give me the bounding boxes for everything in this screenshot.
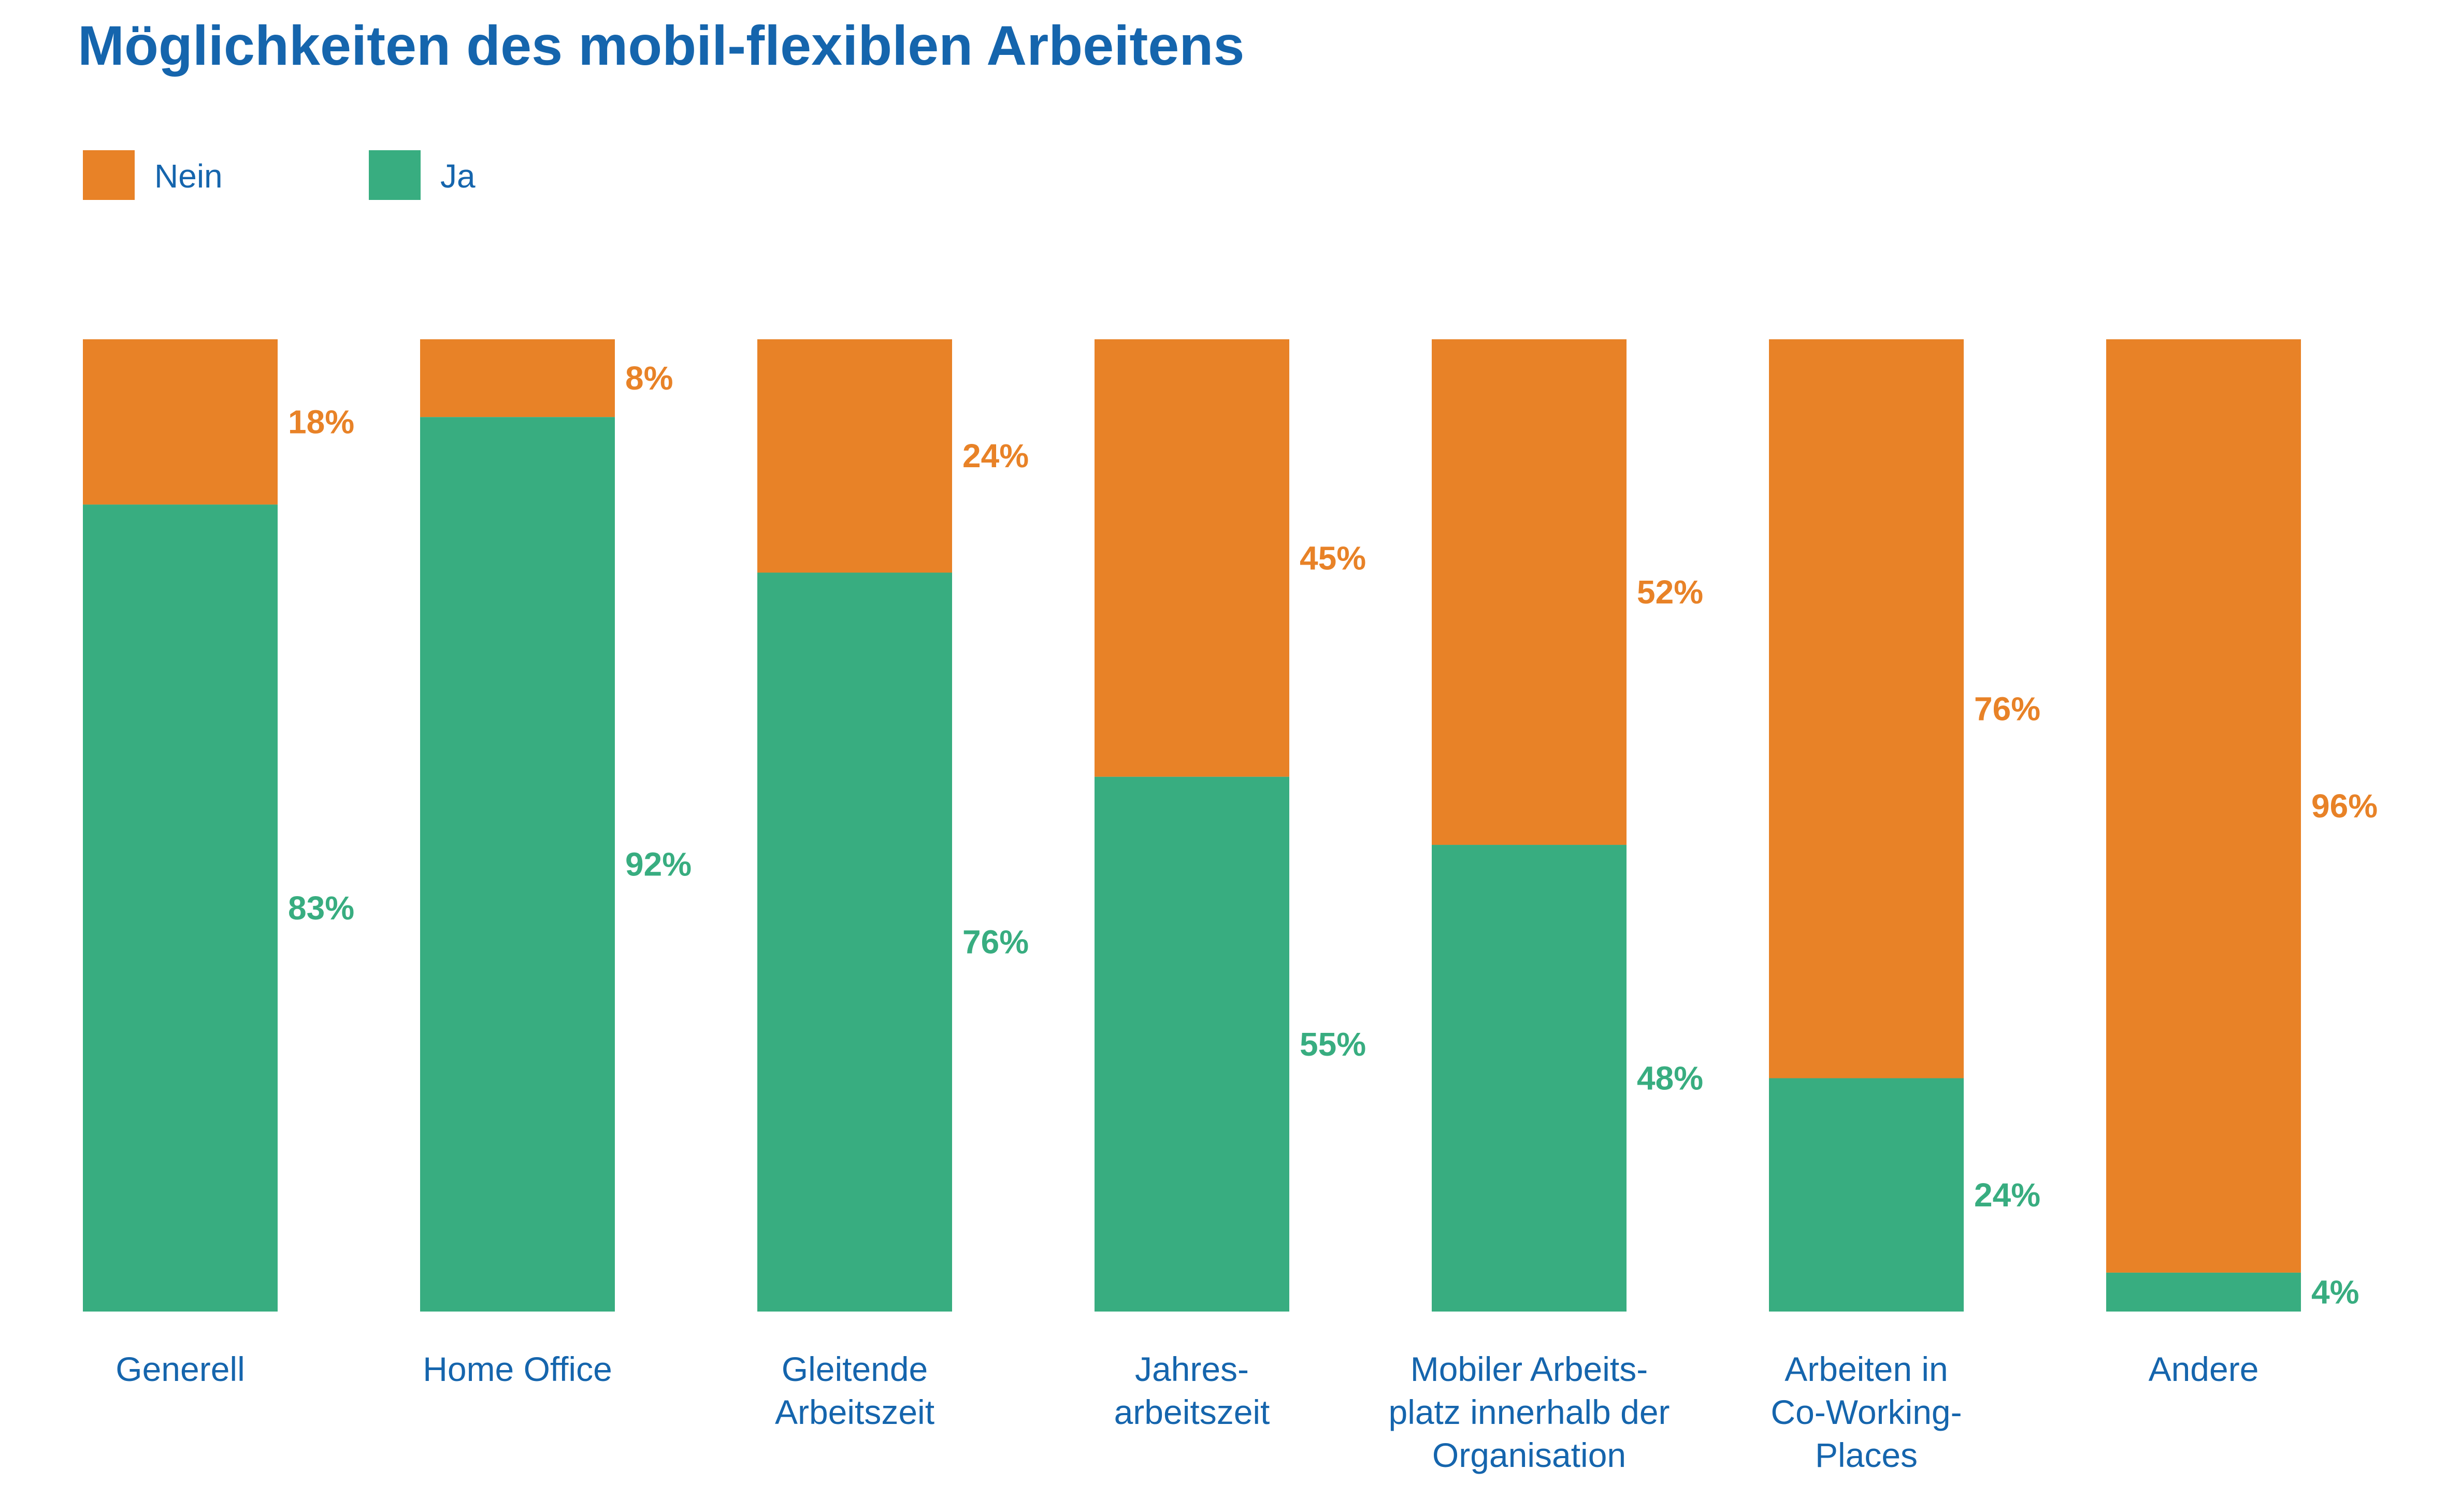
value-label-nein: 8% — [625, 359, 673, 397]
bar-nein — [83, 339, 278, 505]
value-label-nein: 24% — [962, 437, 1029, 474]
legend-label-ja: Ja — [440, 157, 476, 195]
bar-nein — [420, 339, 615, 417]
value-label-nein: 76% — [1974, 690, 2040, 727]
category-label: Generell — [116, 1350, 244, 1388]
bar-group-6: 76% 24% Arbeiten in Co-Working-Places — [1769, 339, 2040, 1474]
chart-title: Möglichkeiten des mobil-flexiblen Arbeit… — [78, 14, 1244, 77]
category-label: Home Office — [423, 1350, 612, 1388]
bar-ja — [2106, 1272, 2301, 1312]
value-label-ja: 55% — [1300, 1026, 1366, 1063]
value-label-nein: 52% — [1637, 573, 1703, 611]
bar-nein — [1769, 339, 1964, 1078]
legend-swatch-ja — [369, 150, 421, 200]
bar-group-1: 18% 83% Generell — [83, 339, 354, 1388]
bar-ja — [420, 417, 615, 1312]
value-label-ja: 76% — [962, 924, 1029, 961]
bar-group-3: 24% 76% Gleitende Arbeitszeit — [757, 339, 1029, 1431]
value-label-ja: 83% — [288, 889, 354, 927]
bar-group-7: 96% 4% Andere — [2106, 339, 2378, 1388]
bar-nein — [1432, 339, 1627, 845]
value-label-ja: 4% — [2311, 1273, 2359, 1311]
value-label-ja: 48% — [1637, 1060, 1703, 1097]
bar-nein — [1095, 339, 1289, 777]
value-label-nein: 45% — [1300, 539, 1366, 577]
bar-group-2: 8% 92% Home Office — [420, 339, 692, 1388]
bar-ja — [1769, 1078, 1964, 1312]
category-label: Arbeiten in Co-Working-Places — [1771, 1350, 1962, 1474]
bar-group-4: 45% 55% Jahres-arbeitszeit — [1095, 339, 1366, 1431]
category-label: Gleitende Arbeitszeit — [775, 1350, 934, 1431]
plot-area: 18% 83% Generell 8% 92% Home Office 24% 76% Glei… — [83, 339, 2378, 1474]
value-label-nein: 96% — [2311, 787, 2378, 825]
value-label-ja: 24% — [1974, 1176, 2040, 1214]
bar-nein — [2106, 339, 2301, 1273]
bar-ja — [1095, 776, 1289, 1312]
value-label-nein: 18% — [288, 404, 354, 441]
bar-ja — [83, 505, 278, 1312]
bar-group-5: 52% 48% Mobiler Arbeits-platz innerhalb de… — [1388, 339, 1703, 1474]
bar-ja — [1432, 845, 1627, 1312]
bar-nein — [757, 339, 952, 573]
category-label: Jahres-arbeitszeit — [1114, 1350, 1270, 1431]
value-label-ja: 92% — [625, 846, 692, 883]
bar-ja — [757, 572, 952, 1312]
legend-swatch-nein — [83, 150, 135, 200]
legend-label-nein: Nein — [154, 157, 223, 195]
category-label: Andere — [2149, 1350, 2259, 1388]
legend: Nein Ja — [83, 150, 476, 200]
category-label: Mobiler Arbeits-platz innerhalb der Organ… — [1388, 1350, 1670, 1474]
